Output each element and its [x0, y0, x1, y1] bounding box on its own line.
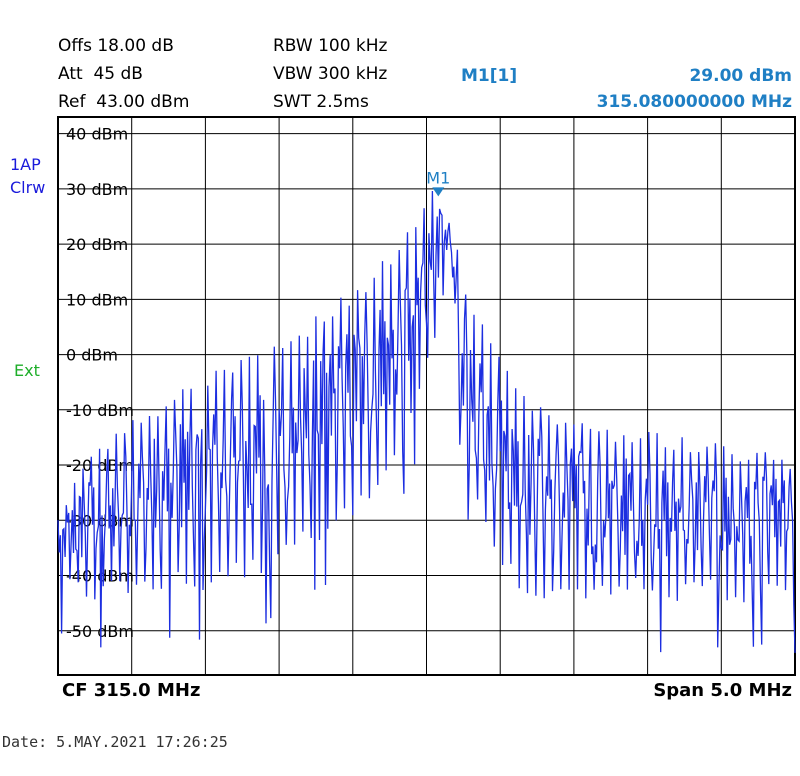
trace-mode-1: 1AP — [10, 155, 41, 174]
spectrum-trace — [57, 190, 796, 653]
marker-name: M1[1] — [461, 66, 518, 86]
y-tick-label: -50 dBm — [66, 622, 134, 641]
y-tick-label: 30 dBm — [66, 180, 128, 199]
offset-readout: Offs 18.00 dB — [58, 36, 174, 56]
date-stamp: Date: 5.MAY.2021 17:26:25 — [2, 733, 228, 751]
y-tick-label: 20 dBm — [66, 235, 128, 254]
center-frequency: CF 315.0 MHz — [62, 680, 201, 701]
y-tick-label: -10 dBm — [66, 401, 134, 420]
y-tick-label: 40 dBm — [66, 125, 128, 144]
trigger-indicator: Ext — [14, 361, 40, 380]
sweep-time-readout: SWT 2.5ms — [273, 92, 369, 112]
marker-frequency: 315.080000000 MHz — [596, 92, 792, 112]
y-tick-label: 10 dBm — [66, 290, 128, 309]
marker-m1-icon — [432, 187, 445, 197]
marker-level: 29.00 dBm — [689, 66, 792, 86]
vbw-readout: VBW 300 kHz — [273, 64, 388, 84]
trace-mode-2: Clrw — [10, 178, 46, 197]
marker-m1-label: M1 — [426, 168, 450, 187]
reference-level-readout: Ref 43.00 dBm — [58, 92, 190, 112]
attenuation-readout: Att 45 dB — [58, 64, 143, 84]
frequency-span: Span 5.0 MHz — [653, 680, 792, 701]
y-tick-label: 0 dBm — [66, 346, 118, 365]
rbw-readout: RBW 100 kHz — [273, 36, 388, 56]
